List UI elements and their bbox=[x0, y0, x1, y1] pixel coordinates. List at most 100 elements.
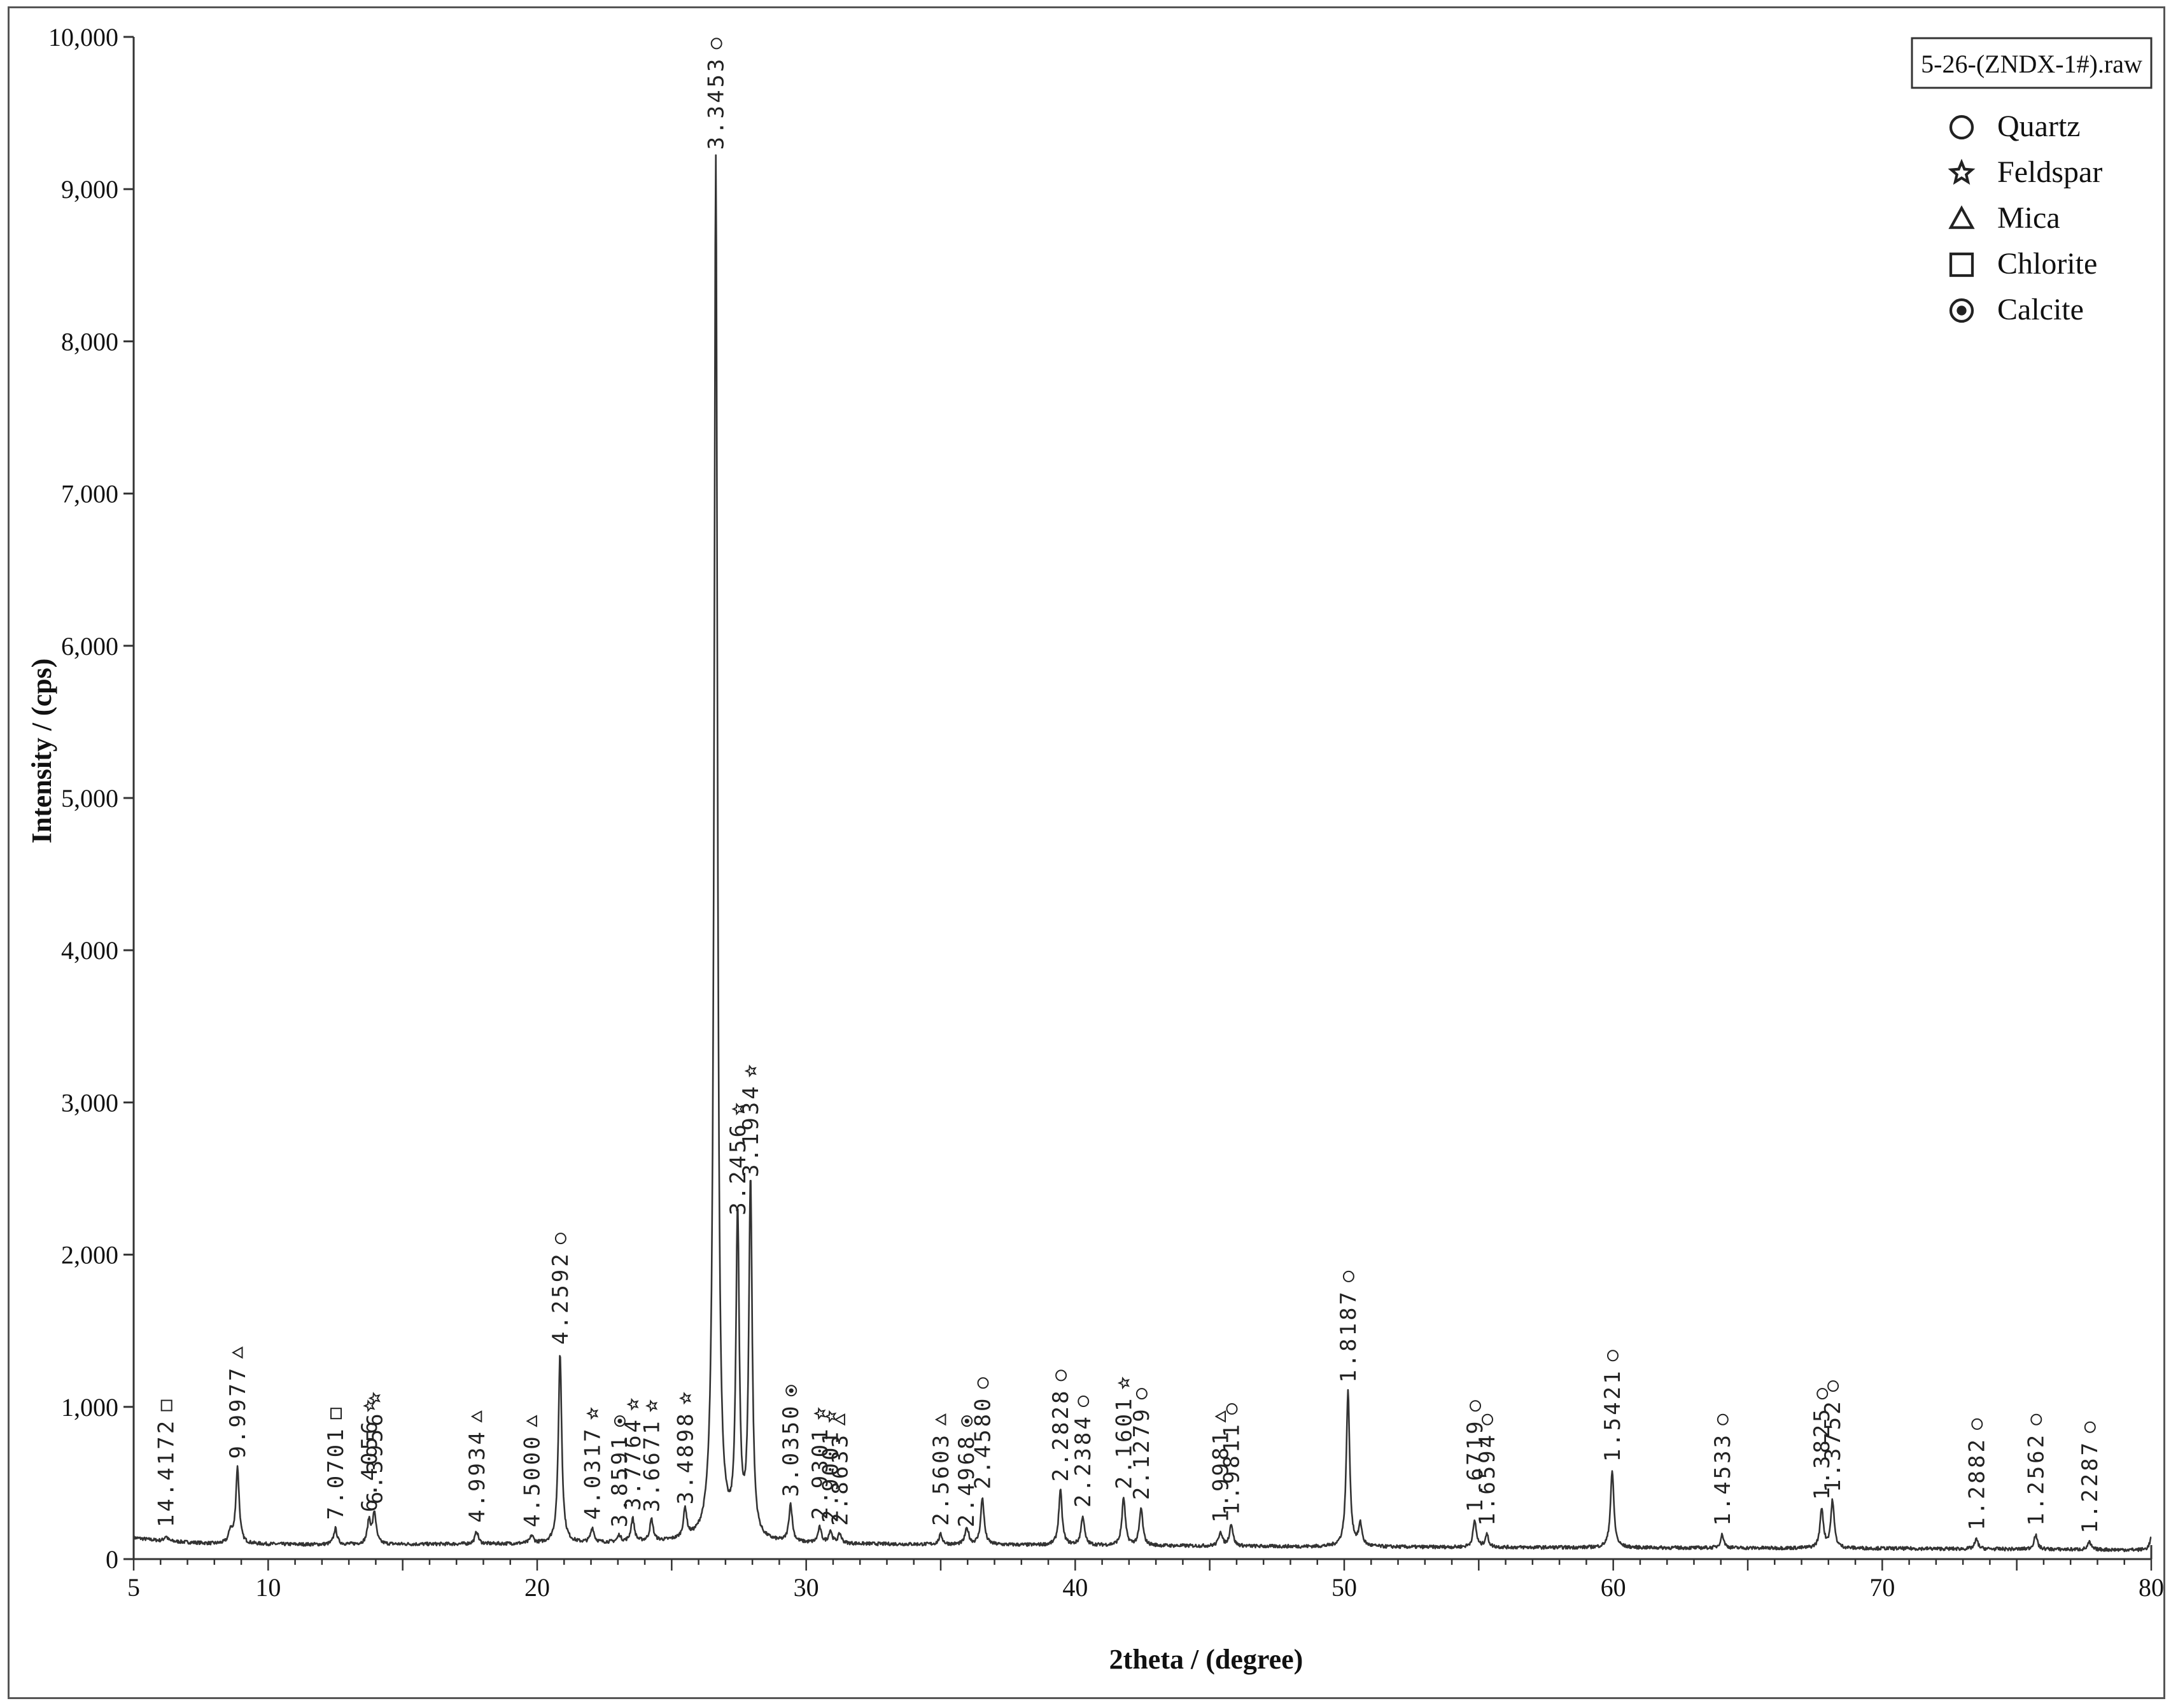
peak-phase-marker bbox=[1470, 1400, 1481, 1412]
peak-phase-marker-center bbox=[789, 1388, 794, 1393]
x-tick-label: 60 bbox=[1601, 1573, 1626, 1602]
legend-label: Mica bbox=[1997, 201, 2060, 235]
peak-annotation: 1.3825 bbox=[1809, 1388, 1835, 1500]
peak-d-spacing-label: 1.9981 bbox=[1209, 1429, 1234, 1523]
legend-label: Chlorite bbox=[1997, 247, 2097, 281]
y-tick-label: 10,000 bbox=[48, 23, 118, 52]
peak-phase-marker bbox=[2084, 1421, 2096, 1433]
peak-d-spacing-label: 3.3453 bbox=[704, 57, 729, 150]
x-tick-label: 70 bbox=[1869, 1573, 1895, 1602]
peak-annotation: 14.4172 bbox=[154, 1399, 179, 1527]
peak-annotation: 6.4056 bbox=[357, 1399, 383, 1512]
peak-phase-marker bbox=[626, 1397, 639, 1411]
peak-phase-marker bbox=[1078, 1396, 1090, 1407]
peak-d-spacing-label: 1.2287 bbox=[2077, 1440, 2103, 1534]
peak-d-spacing-label: 1.2882 bbox=[1964, 1437, 1990, 1530]
x-tick-label: 5 bbox=[127, 1573, 140, 1602]
peak-phase-marker bbox=[834, 1413, 845, 1426]
peak-annotation: 3.1934 bbox=[738, 1064, 764, 1177]
peak-annotation: 2.4580 bbox=[971, 1377, 996, 1489]
peak-annotation: 2.9001 bbox=[819, 1410, 844, 1523]
x-tick-label: 80 bbox=[2139, 1573, 2164, 1602]
peak-d-spacing-label: 1.3752 bbox=[1820, 1399, 1846, 1492]
peak-phase-marker bbox=[1607, 1350, 1619, 1362]
peak-d-spacing-label: 1.5421 bbox=[1600, 1368, 1626, 1462]
peak-phase-marker bbox=[1055, 1369, 1067, 1382]
peak-d-spacing-label: 3.8591 bbox=[607, 1434, 633, 1527]
peak-phase-marker bbox=[2030, 1413, 2042, 1425]
peak-annotation: 2.8633 bbox=[828, 1413, 854, 1526]
peak-d-spacing-label: 2.9301 bbox=[808, 1426, 833, 1520]
y-tick-label: 7,000 bbox=[61, 480, 118, 508]
peak-phase-marker bbox=[1135, 1388, 1148, 1400]
peak-annotation: 1.3752 bbox=[1820, 1380, 1846, 1492]
chart-axes bbox=[132, 37, 2153, 1560]
peak-phase-marker bbox=[586, 1407, 599, 1420]
y-axis-ticks: 0 1,000 2,000 3,000 4,000 5,000 6,000 7,000 8,00… bbox=[48, 23, 134, 1574]
y-tick-label: 4,000 bbox=[61, 936, 118, 965]
peak-annotation: 1.2562 bbox=[2023, 1413, 2049, 1526]
peak-annotation: 9.9977 bbox=[225, 1346, 251, 1459]
legend-square-icon bbox=[1949, 252, 1974, 277]
peak-phase-marker bbox=[1816, 1388, 1829, 1400]
peak-d-spacing-label: 2.2828 bbox=[1048, 1389, 1074, 1482]
peak-phase-marker bbox=[785, 1385, 797, 1397]
peak-annotation: 3.4898 bbox=[673, 1392, 699, 1504]
peak-phase-marker bbox=[368, 1392, 381, 1405]
peak-d-spacing-label: 7.0701 bbox=[323, 1426, 349, 1520]
peak-phase-marker bbox=[678, 1392, 692, 1405]
legend-circle-icon bbox=[1949, 115, 1974, 140]
peak-phase-marker bbox=[1717, 1413, 1729, 1425]
peak-annotation: 4.2592 bbox=[548, 1233, 573, 1345]
peak-phase-marker bbox=[977, 1377, 989, 1389]
peak-d-spacing-label: 3.7764 bbox=[621, 1417, 646, 1511]
peak-phase-marker bbox=[744, 1064, 757, 1078]
peak-d-spacing-label: 3.6671 bbox=[640, 1418, 665, 1512]
peak-annotation: 3.7764 bbox=[621, 1397, 646, 1511]
peak-phase-marker bbox=[1214, 1410, 1226, 1423]
peak-annotation: 1.6594 bbox=[1475, 1413, 1500, 1526]
file-name-tag: 5-26-(ZNDX-1#).raw bbox=[1911, 37, 2153, 89]
peak-annotation: 4.0317 bbox=[580, 1407, 606, 1520]
peak-annotation: 2.2384 bbox=[1071, 1396, 1096, 1508]
peak-phase-marker bbox=[1226, 1403, 1238, 1415]
peak-phase-marker bbox=[614, 1415, 626, 1427]
peak-annotation: 2.2828 bbox=[1048, 1369, 1074, 1482]
peak-phase-marker bbox=[526, 1415, 537, 1427]
y-tick-label: 9,000 bbox=[61, 175, 118, 204]
peak-phase-marker bbox=[824, 1410, 837, 1423]
peak-annotation: 1.2882 bbox=[1964, 1418, 1990, 1530]
peak-annotation: 4.5000 bbox=[520, 1415, 545, 1527]
legend-triangle-icon bbox=[1948, 205, 1975, 229]
peak-phase-marker bbox=[232, 1346, 243, 1359]
peak-d-spacing-label: 14.4172 bbox=[154, 1418, 179, 1527]
peak-annotation: 2.4968 bbox=[954, 1415, 980, 1527]
peak-annotation: 1.2287 bbox=[2077, 1421, 2103, 1534]
legend-label: Feldspar bbox=[1997, 155, 2102, 189]
peak-phase-marker bbox=[645, 1399, 658, 1413]
file-name-box bbox=[1911, 37, 2153, 89]
diffraction-pattern-line bbox=[132, 154, 2152, 1553]
peak-annotation: 2.5603 bbox=[929, 1413, 954, 1526]
peak-d-spacing-label: 3.1934 bbox=[738, 1084, 764, 1177]
peak-d-spacing-label: 4.9934 bbox=[465, 1429, 490, 1523]
x-tick-label: 20 bbox=[524, 1573, 550, 1602]
peak-annotation: 1.4533 bbox=[1710, 1413, 1736, 1526]
peak-annotation: 2.1279 bbox=[1129, 1388, 1155, 1500]
peak-phase-marker bbox=[1342, 1270, 1354, 1282]
legend-bullseye-icon-center bbox=[1957, 305, 1967, 316]
peak-annotation: 3.0350 bbox=[778, 1385, 804, 1497]
peak-d-spacing-label: 2.8633 bbox=[828, 1432, 854, 1526]
x-axis-title: 2theta / (degree) bbox=[1109, 1644, 1303, 1675]
peak-annotation: 4.9934 bbox=[465, 1410, 490, 1523]
chart-frame bbox=[8, 6, 2165, 1699]
peak-d-spacing-label: 3.0350 bbox=[778, 1403, 804, 1497]
y-tick-label: 1,000 bbox=[61, 1393, 118, 1422]
y-axis-title: Intensity / (cps) bbox=[26, 659, 57, 844]
legend-label: Quartz bbox=[1997, 109, 2081, 143]
peak-d-spacing-label: 1.6719 bbox=[1463, 1418, 1488, 1512]
peak-annotation: 3.6671 bbox=[640, 1399, 665, 1512]
peak-phase-marker-center bbox=[964, 1418, 969, 1424]
peak-annotation: 3.3453 bbox=[704, 38, 729, 150]
